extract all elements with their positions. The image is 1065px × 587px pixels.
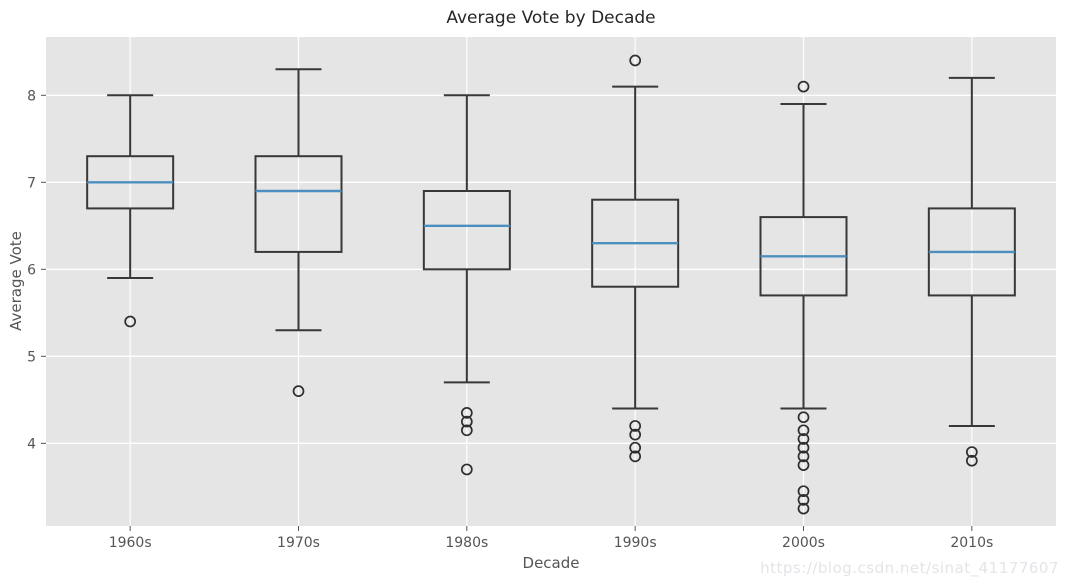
outlier-point-1990s (629, 441, 642, 454)
watermark: https://blog.csdn.net/sinat_41177607 (760, 559, 1059, 577)
outlier-point-2000s (797, 441, 810, 454)
outlier-point-2000s (797, 459, 810, 471)
outlier-point-2000s (797, 502, 810, 515)
outlier-point-2000s (797, 485, 810, 498)
y-tick-label-5: 5 (27, 349, 36, 365)
box-1970s (254, 155, 343, 253)
outlier-point-2000s (797, 450, 810, 463)
x-tick-label-1980s: 1980s (445, 535, 488, 551)
outlier-point-1990s (629, 54, 642, 67)
outlier-point-2000s (797, 433, 810, 445)
outlier-point-2000s (797, 424, 810, 437)
outlier-point-1990s (629, 450, 642, 463)
x-axis-label: Decade (522, 554, 580, 572)
outlier-point-1990s (629, 420, 642, 432)
outlier-point-1960s (124, 315, 137, 328)
chart-title: Average Vote by Decade (446, 8, 656, 28)
x-tick-label-1990s: 1990s (614, 535, 657, 551)
outlier-point-1980s (460, 407, 473, 419)
outlier-point-1980s (460, 415, 473, 428)
y-tick-label-6: 6 (27, 262, 36, 278)
outlier-point-2000s (797, 411, 810, 424)
outlier-point-1970s (292, 385, 305, 397)
x-tick-label-2000s: 2000s (782, 535, 825, 551)
box-1980s (422, 190, 511, 271)
y-tick-label-4: 4 (27, 436, 36, 452)
outlier-point-2010s (965, 454, 978, 467)
outlier-point-2000s (797, 80, 810, 93)
plot-background (46, 37, 1056, 526)
outlier-point-1980s (460, 463, 473, 476)
outlier-point-1990s (629, 428, 642, 441)
outlier-point-2010s (965, 446, 978, 458)
outlier-point-1980s (460, 424, 473, 437)
x-tick-label-2010s: 2010s (950, 535, 993, 551)
x-tick-label-1970s: 1970s (277, 535, 320, 551)
y-tick-label-7: 7 (27, 175, 36, 191)
outlier-point-2000s (797, 494, 810, 506)
y-tick-label-8: 8 (27, 88, 36, 104)
x-tick-label-1960s: 1960s (109, 535, 152, 551)
